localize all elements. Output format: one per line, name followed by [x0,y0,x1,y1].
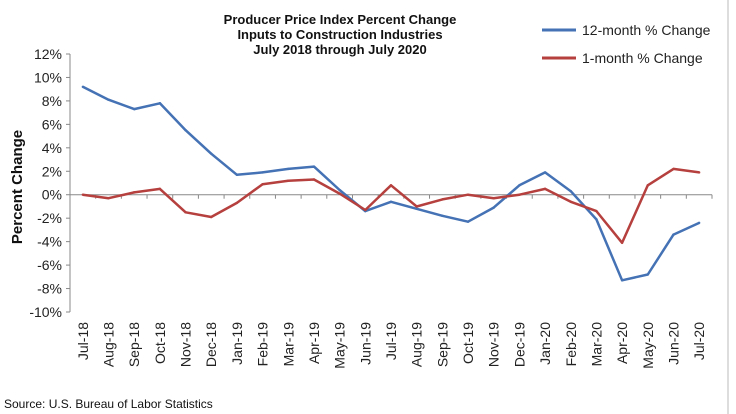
data-point [415,207,418,210]
data-point [287,167,290,171]
data-point [338,192,341,195]
x-tick-label: Nov-18 [178,322,194,367]
data-point [595,218,598,221]
data-point [492,197,495,200]
y-tick-label: 0% [42,187,62,203]
x-tick-label: Sep-19 [434,322,450,367]
x-tick-label: Mar-19 [280,322,296,367]
data-point [389,184,393,187]
data-point [210,215,213,219]
x-tick-label: May-20 [640,322,656,369]
data-point [620,241,624,245]
data-point [184,211,187,214]
y-tick-label: -8% [37,281,62,297]
data-point [672,167,675,171]
x-tick-label: Aug-19 [409,322,425,367]
data-point [697,171,701,174]
legend: 12-month % Change 1-month % Change [542,22,711,66]
data-point [389,200,393,203]
x-tick-label: Oct-18 [152,322,168,364]
data-point [646,273,649,276]
series-line-12-month [82,85,700,282]
x-tick-label: Nov-19 [486,322,502,367]
data-point [158,187,162,191]
x-tick-label: Dec-19 [511,322,527,367]
x-tick-label: Jan-20 [537,322,553,365]
data-point [492,206,495,209]
title-line-2: Inputs to Construction Industries [237,27,442,42]
y-axis-label: Percent Change [9,130,26,244]
data-point [518,184,521,187]
data-point [287,179,290,182]
data-point [620,279,624,282]
y-tick-label: -6% [37,257,62,273]
data-point [595,209,598,213]
x-tick-label: Sep-18 [126,322,142,367]
data-point [261,171,264,174]
data-point [672,233,675,236]
x-tick-label: Aug-18 [101,322,117,367]
y-tick-label: 6% [42,116,62,132]
x-tick-label: Feb-20 [563,322,579,367]
x-tick-label: Jun-19 [357,322,373,365]
data-point [312,178,316,181]
x-tick-label: Feb-19 [255,322,271,367]
x-tick-label: Dec-18 [203,322,219,367]
y-tick-label: 10% [34,69,62,85]
data-point [697,221,701,225]
data-point [133,107,136,111]
data-point [158,102,162,105]
data-point [81,85,85,89]
data-point [184,129,187,132]
y-tick-label: 12% [34,46,62,62]
y-tick-label: -4% [37,234,62,250]
y-tick-label: 4% [42,140,62,156]
legend-label: 1-month % Change [582,50,703,66]
data-point [569,190,572,193]
x-tick-label: Oct-19 [460,322,476,364]
title-line-1: Producer Price Index Percent Change [224,12,457,27]
data-point [107,98,110,101]
data-point [543,171,547,174]
data-point [107,197,110,200]
data-point [235,201,239,205]
y-tick-label: -10% [29,304,62,320]
y-tick-label: -2% [37,210,62,226]
x-tick-label: May-19 [332,322,348,369]
series-line-1-month [82,167,700,245]
data-point [646,184,649,187]
chart-title: Producer Price Index Percent Change Inpu… [224,12,457,57]
data-point [81,193,85,196]
data-point [569,200,572,203]
data-point [466,193,470,196]
data-point [364,208,367,212]
data-point [518,193,521,196]
source-note: Source: U.S. Bureau of Labor Statistics [4,397,213,411]
data-point [415,205,418,208]
x-tick-label: Jan-19 [229,322,245,365]
data-point [543,187,547,191]
legend-label: 12-month % Change [582,22,711,38]
data-point [338,188,341,192]
data-point [235,173,239,176]
data-point [210,152,213,155]
x-tick-label: Jul-19 [383,322,399,360]
data-point [441,198,444,201]
data-point [312,165,316,168]
x-tick-label: Jul-20 [691,322,707,360]
x-tick-label: Apr-20 [614,322,630,364]
x-tick-label: Apr-19 [306,322,322,364]
data-point [261,182,264,186]
x-tick-label: Jul-18 [75,322,91,360]
y-tick-label: 8% [42,93,62,109]
y-tick-label: 2% [42,163,62,179]
data-point [441,214,444,218]
title-line-3: July 2018 through July 2020 [253,42,426,57]
x-tick-label: Mar-20 [588,322,604,367]
x-tick-label: Jun-20 [665,322,681,365]
data-point [133,191,136,194]
data-point [466,220,470,223]
